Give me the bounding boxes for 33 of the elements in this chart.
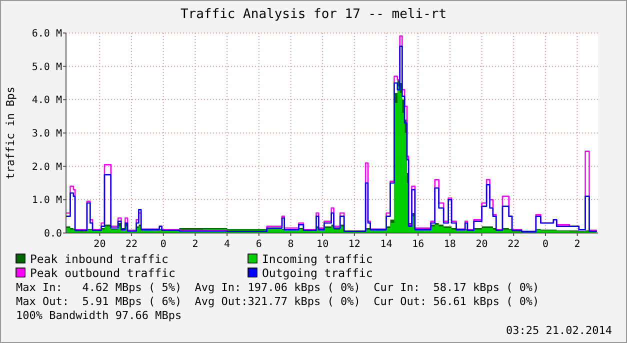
x-tick-label: 2 bbox=[192, 239, 198, 250]
chart-title: Traffic Analysis for 17 -- meli-rt bbox=[180, 7, 447, 22]
y-tick-label: 3.0 M bbox=[32, 128, 62, 140]
x-tick-label: 14 bbox=[380, 239, 392, 250]
x-tick-label: 22 bbox=[126, 239, 138, 250]
y-tick-label: 5.0 M bbox=[32, 62, 62, 73]
y-tick-label: 2.0 M bbox=[32, 162, 62, 173]
x-tick-label: 22 bbox=[508, 239, 520, 250]
legend-label: Outgoing traffic bbox=[262, 266, 373, 280]
x-tick-label: 18 bbox=[444, 239, 456, 250]
text: 03:25 21.02.2014 bbox=[506, 324, 612, 337]
text: Max Out: 5.91 MBps ( 6%) Avg Out:321.77 kBps ( 0%) Cur Out: 56.61 kBps ( 0%) bbox=[16, 294, 540, 308]
x-tick-label: 16 bbox=[412, 239, 424, 250]
y-tick-label: 0.0 bbox=[44, 228, 62, 240]
y-tick-label: 6.0 M bbox=[32, 28, 62, 40]
x-tick-label: 20 bbox=[94, 239, 106, 250]
x-tick-label: 12 bbox=[348, 239, 360, 250]
text: Max In: 4.62 MBps ( 5%) Avg In: 197.06 kBps ( 0%) Cur In: 58.17 kBps ( 0%) bbox=[16, 280, 540, 294]
legend-label: Peak outbound traffic bbox=[30, 266, 176, 280]
x-tick-label: 10 bbox=[316, 239, 329, 250]
text: 100% Bandwidth 97.66 MBps bbox=[16, 308, 182, 322]
legend-label: Incoming traffic bbox=[262, 252, 373, 266]
y-tick-label: 4.0 M bbox=[32, 95, 62, 106]
x-tick-label: 8 bbox=[288, 239, 294, 250]
y-tick-label: 1.0 M bbox=[32, 195, 62, 206]
x-tick-label: 6 bbox=[256, 239, 262, 250]
legend-label: Peak inbound traffic bbox=[30, 252, 168, 266]
x-tick-label: 0 bbox=[542, 239, 548, 250]
y-axis-title: traffic in Bps bbox=[4, 86, 17, 180]
x-tick-label: 0 bbox=[160, 239, 166, 250]
x-tick-label: 2 bbox=[574, 239, 580, 250]
x-tick-label: 4 bbox=[224, 239, 230, 250]
x-tick-label: 20 bbox=[476, 239, 488, 250]
